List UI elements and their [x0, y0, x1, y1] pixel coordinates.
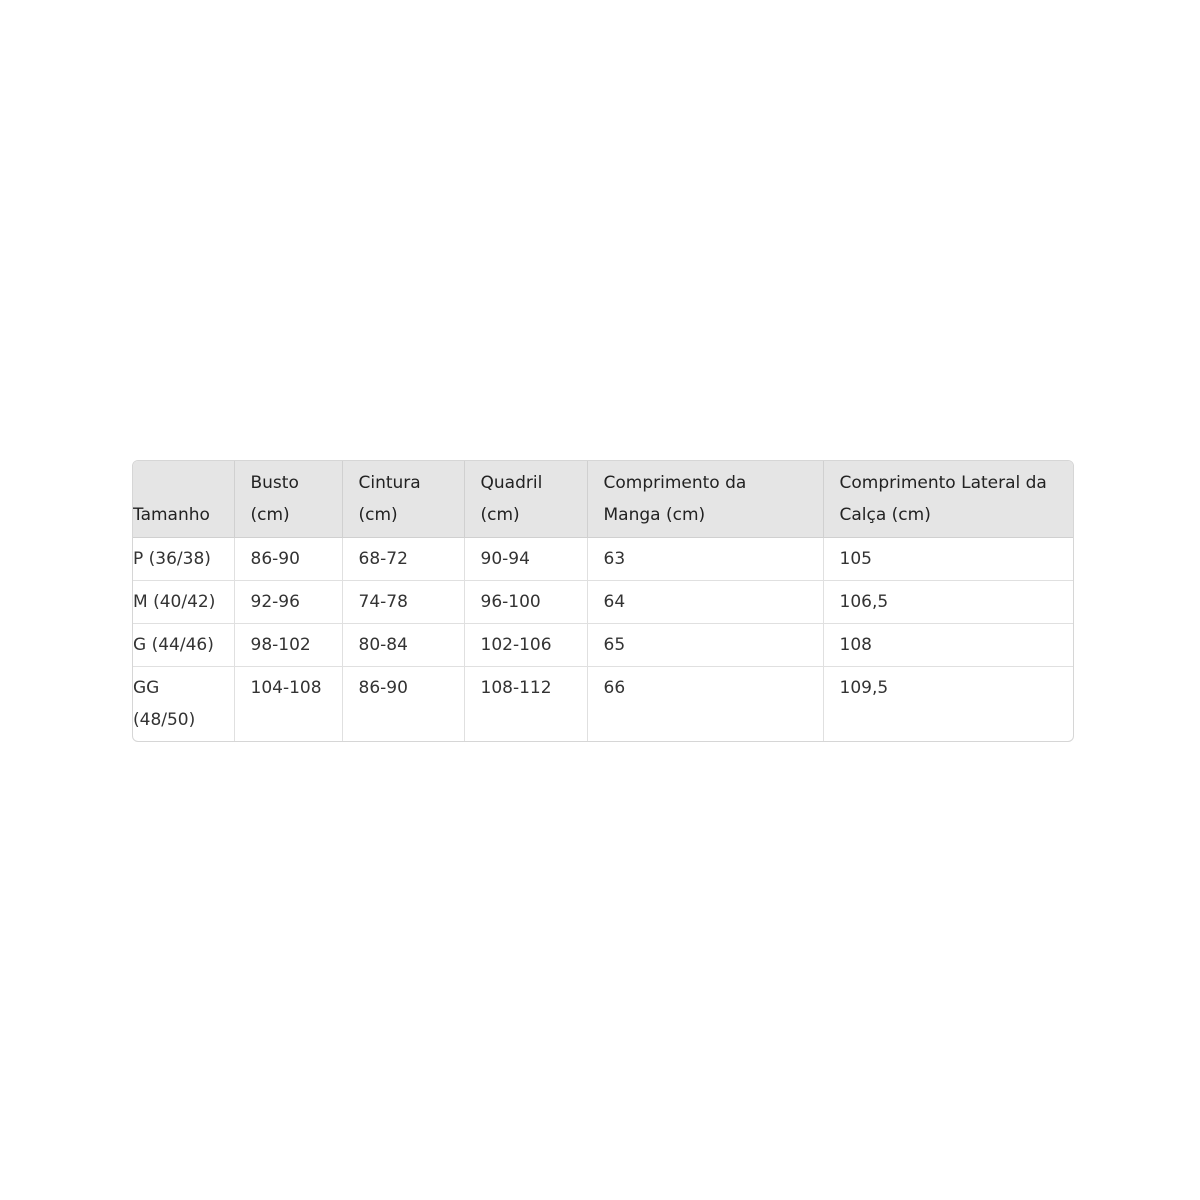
cell: GG (48/50) — [133, 666, 235, 741]
cell: 80-84 — [342, 623, 465, 667]
cell: 105 — [823, 537, 1073, 581]
header-quadril: Quadril (cm) — [464, 461, 588, 538]
cell: G (44/46) — [133, 623, 235, 667]
header-comprimento-manga: Comprimento da Manga (cm) — [587, 461, 824, 538]
cell: 106,5 — [823, 580, 1073, 624]
cell: 86-90 — [234, 537, 343, 581]
cell: 109,5 — [839, 678, 889, 698]
cell: 108 — [823, 623, 1073, 667]
cell: 98-102 — [234, 623, 343, 667]
header-busto: Busto (cm) — [234, 461, 343, 538]
cell: P (36/38) — [133, 537, 235, 581]
cell: 92-96 — [234, 580, 343, 624]
cell: 68-72 — [342, 537, 465, 581]
table-row: GG (48/50) 104-108 86-90 108-112 66 109,… — [133, 666, 1073, 741]
cell: 66 — [587, 666, 824, 741]
table-row: G (44/46) 98-102 80-84 102-106 65 108 — [133, 623, 1073, 667]
cell: 104-108 — [234, 666, 343, 741]
cell: 74-78 — [342, 580, 465, 624]
table-row: M (40/42) 92-96 74-78 96-100 64 106,5 — [133, 580, 1073, 624]
cell: 65 — [587, 623, 824, 667]
size-chart-table: Tamanho Busto (cm) Cintura (cm) Quadril … — [133, 461, 1073, 741]
cell: 96-100 — [464, 580, 588, 624]
cell: M (40/42) — [133, 580, 235, 624]
cell: 64 — [587, 580, 824, 624]
cell: 102-106 — [464, 623, 588, 667]
header-comprimento-calca: Comprimento Lateral da Calça (cm) — [823, 461, 1073, 538]
table-row: P (36/38) 86-90 68-72 90-94 63 105 — [133, 537, 1073, 581]
cell: 63 — [587, 537, 824, 581]
cell: 108-112 — [464, 666, 588, 741]
table-header-row: Tamanho Busto (cm) Cintura (cm) Quadril … — [133, 461, 1073, 538]
cell: 86-90 — [342, 666, 465, 741]
cell: 90-94 — [464, 537, 588, 581]
size-table-container: Tamanho Busto (cm) Cintura (cm) Quadril … — [132, 460, 1074, 742]
header-tamanho: Tamanho — [133, 461, 235, 538]
header-cintura: Cintura (cm) — [342, 461, 465, 538]
